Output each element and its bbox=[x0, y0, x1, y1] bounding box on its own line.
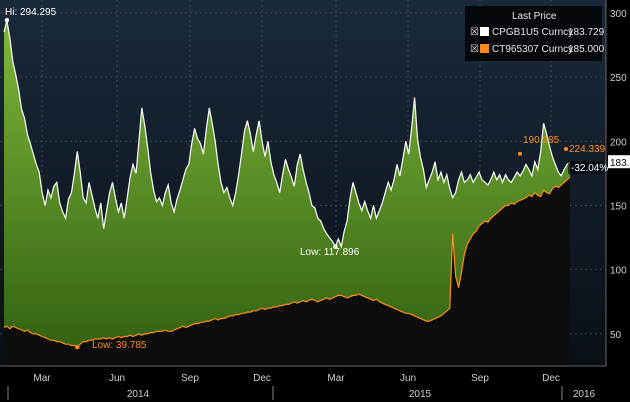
legend-title: Last Price bbox=[512, 11, 557, 22]
last-value-tag bbox=[608, 155, 630, 169]
legend: Last Price ☒ CPGB1U5 Curncy 183.729 ☒ CT… bbox=[465, 6, 605, 61]
legend-ticker-1: CPGB1U5 Curncy bbox=[492, 27, 573, 38]
change-box bbox=[568, 161, 604, 174]
x-year-label-2: 2016 bbox=[573, 389, 596, 400]
x-tick-label-0: Mar bbox=[33, 373, 51, 384]
y-tick-label-4: 250 bbox=[610, 73, 627, 84]
legend-checkbox-1[interactable]: ☒ bbox=[470, 27, 479, 38]
y-tick-label-2: 150 bbox=[610, 201, 627, 212]
x-year-label-0: 2014 bbox=[127, 389, 150, 400]
change-label: -32.04% bbox=[571, 163, 608, 174]
low-marker-series-2 bbox=[75, 344, 80, 350]
last-value-label: 183.7 bbox=[610, 158, 630, 169]
x-tick-label-5: Jun bbox=[400, 373, 416, 384]
y-tick-label-3: 200 bbox=[610, 137, 627, 148]
y-tick-label-1: 100 bbox=[610, 266, 627, 277]
y-axis: 50 100 150 200 250 300 bbox=[605, 0, 627, 366]
low-label-series-2: Low: 39.785 bbox=[92, 340, 147, 351]
legend-checkbox-2[interactable]: ☒ bbox=[470, 44, 479, 55]
x-tick-label-7: Dec bbox=[542, 373, 560, 384]
legend-ticker-2: CT965307 Curncy bbox=[492, 44, 573, 55]
series-2-area bbox=[4, 177, 570, 366]
series-1-recent-high-label: 190.285 bbox=[523, 135, 560, 146]
hi-marker bbox=[4, 17, 10, 23]
low-marker-series-1 bbox=[333, 244, 338, 249]
x-tick-label-1: Jun bbox=[109, 373, 125, 384]
series-1-line bbox=[3, 20, 571, 249]
x-tick-label-4: Mar bbox=[327, 373, 345, 384]
series-2-line bbox=[3, 176, 571, 348]
x-tick-label-3: Dec bbox=[253, 373, 271, 384]
x-tick-label-6: Sep bbox=[471, 373, 489, 384]
low-label-series-1: Low: 117.896 bbox=[300, 247, 360, 258]
legend-swatch-2 bbox=[480, 44, 489, 53]
annotations: Hi: 294.295 Low: 117.896 Low: 39.785 190.28… bbox=[4, 7, 630, 351]
series-2-end-marker bbox=[564, 147, 568, 151]
series-1-recent-high-marker bbox=[518, 151, 522, 156]
series-2-end-label: 224.339 bbox=[569, 144, 606, 155]
x-axis: Mar Jun Sep Dec Mar Jun Sep Dec 2014 2015 2016 bbox=[0, 365, 606, 400]
series-1-area bbox=[4, 20, 570, 366]
y-tick-label-5: 300 bbox=[610, 9, 627, 20]
legend-value-1: 183.729 bbox=[568, 27, 605, 38]
hi-label: Hi: 294.295 bbox=[5, 7, 57, 18]
x-tick-label-2: Sep bbox=[181, 373, 199, 384]
x-year-label-1: 2015 bbox=[409, 389, 432, 400]
legend-value-2: 185.000 bbox=[568, 44, 605, 55]
y-tick-label-0: 50 bbox=[610, 330, 622, 341]
legend-swatch-1 bbox=[480, 27, 489, 36]
